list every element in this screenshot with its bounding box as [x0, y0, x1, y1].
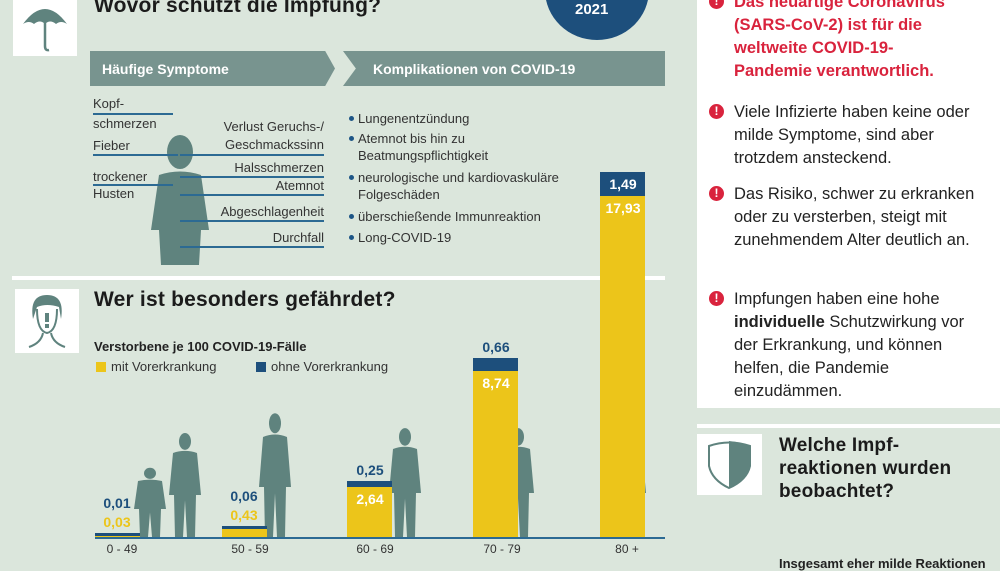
- info-note: Das Risiko, schwer zu erkranken oder zu …: [734, 185, 975, 249]
- value-label-ohne: 0,01: [103, 495, 131, 511]
- value-label-mit: 17,93: [605, 200, 641, 217]
- chart-title: Verstorbene je 100 COVID-19-Fälle: [94, 339, 307, 354]
- symptom-label: Durchfall: [272, 230, 324, 245]
- x-tick-label: 0 - 49: [106, 542, 138, 556]
- title-line: Welche Impf-: [779, 435, 900, 456]
- alert-icon: !: [709, 104, 724, 119]
- shield-icon-box: [697, 434, 762, 495]
- symptom-label: trockener: [93, 169, 148, 184]
- value-label-mit: 8,74: [482, 374, 510, 391]
- symptom-label: Halsschmerzen: [234, 160, 324, 175]
- legend-label: mit Vorerkrankung: [111, 359, 217, 374]
- bar-ohne-vorerkrankung: [95, 533, 140, 536]
- info-note: Viele Infizierte haben keine oder milde …: [734, 103, 970, 167]
- bar-ohne-vorerkrankung: [473, 357, 518, 371]
- symptom-label: Verlust Geruchs-/: [223, 119, 324, 134]
- symptom-label: Geschmackssinn: [225, 137, 324, 152]
- symptom-label: Abgeschlagenheit: [220, 204, 324, 219]
- title-line: reaktionen wurden: [779, 458, 952, 479]
- symptom-line: [180, 246, 324, 248]
- bar-mit-vorerkrankung: [222, 528, 267, 537]
- bar-ohne-vorerkrankung: [222, 526, 267, 529]
- complication-item: überschießende Immunreaktion: [349, 209, 541, 224]
- banner-symptoms-label: Häufige Symptome: [102, 60, 229, 77]
- symptom-line: [180, 220, 324, 222]
- symptom-line: [180, 154, 324, 156]
- complication-item: Long-COVID-19: [348, 230, 452, 245]
- alert-icon: !: [709, 0, 724, 9]
- umbrella-icon-box: [13, 0, 77, 56]
- note-text: Schutzwirkung vor der Erkrankung, und kö…: [734, 313, 965, 400]
- legend-swatch-blue: [256, 362, 266, 372]
- symptom-line: [93, 113, 173, 115]
- symptom-label: Fieber: [93, 138, 130, 153]
- info-panel: [697, 0, 1000, 408]
- symptom-line: [180, 176, 324, 178]
- person-warning-icon: [28, 295, 66, 348]
- alert-icon: !: [709, 291, 724, 306]
- complication-item: Atemnot bis hin zu Beatmungspflichtigkei…: [349, 130, 548, 164]
- section-title-protection: Wovor schützt die Impfung?: [94, 0, 382, 17]
- person-symptom-figure: [151, 135, 209, 265]
- value-label-mit: 2,64: [356, 490, 384, 507]
- risk-icon-box: [15, 289, 79, 353]
- shield-icon: [708, 441, 751, 490]
- banner-complications: Komplikationen von COVID-19: [343, 51, 665, 86]
- section-title-risk: Wer ist besonders gefährdet?: [94, 288, 396, 311]
- section-divider: [697, 424, 1000, 428]
- note-text: Impfungen haben eine hohe: [734, 290, 940, 308]
- note-bold: individuelle: [734, 313, 825, 331]
- section-title-reactions: Welche Impf- reaktionen wurden beobachte…: [779, 434, 951, 503]
- bar-mit-vorerkrankung: [473, 370, 518, 537]
- bar-ohne-vorerkrankung: [600, 172, 645, 197]
- legend-swatch-yellow: [96, 362, 106, 372]
- bar-mit-vorerkrankung: [347, 486, 392, 537]
- symptom-line: [93, 184, 173, 186]
- complication-item: Lungenentzündung: [348, 111, 470, 126]
- x-axis: [95, 537, 665, 539]
- value-label-ohne: 0,25: [356, 461, 384, 478]
- person-figure-icon: [134, 467, 166, 537]
- bar-mit-vorerkrankung: [600, 196, 645, 537]
- value-label-ohne: 0,06: [230, 488, 258, 505]
- x-tick-label: 50 - 59: [231, 542, 269, 556]
- year-badge-text: 2021: [575, 1, 609, 18]
- person-figure-icon: [259, 413, 291, 537]
- info-note: Impfungen haben eine hohe individuelle S…: [734, 288, 974, 403]
- banner-symptoms: Häufige Symptome: [90, 51, 335, 86]
- value-label-mit: 0,43: [230, 507, 258, 524]
- title-line: beobachtet?: [779, 481, 895, 502]
- bar-mit-vorerkrankung: [95, 535, 140, 537]
- alert-icon: !: [709, 186, 724, 201]
- umbrella-icon: [23, 9, 67, 52]
- value-label-mit: 0,03: [103, 514, 131, 530]
- legend-label: ohne Vorerkrankung: [271, 359, 389, 374]
- bar-ohne-vorerkrankung: [347, 480, 392, 487]
- value-label-ohne: 0,66: [482, 338, 510, 355]
- x-tick-label: 80 +: [615, 542, 639, 556]
- value-label-ohne: 1,49: [609, 176, 637, 193]
- symptom-line: [93, 154, 178, 156]
- info-note-highlight: Das neuartige Coronavirus (SARS-CoV-2) i…: [734, 0, 945, 80]
- symptom-label: schmerzen: [93, 116, 157, 131]
- reactions-subtitle: Insgesamt eher milde Reaktionen: [779, 556, 986, 571]
- x-tick-label: 60 - 69: [356, 542, 394, 556]
- symptom-label: Atemnot: [275, 178, 324, 193]
- symptom-line: [180, 194, 324, 196]
- symptom-label: Husten: [93, 186, 135, 201]
- complication-item: neurologische und kardiovaskuläre Folges…: [349, 169, 568, 203]
- section-divider: [12, 276, 665, 280]
- person-figure-icon: [169, 433, 201, 537]
- person-figure-icon: [389, 428, 421, 537]
- banner-complications-label: Komplikationen von COVID-19: [373, 60, 576, 77]
- symptom-label: Kopf-: [93, 96, 125, 111]
- x-tick-label: 70 - 79: [483, 542, 521, 556]
